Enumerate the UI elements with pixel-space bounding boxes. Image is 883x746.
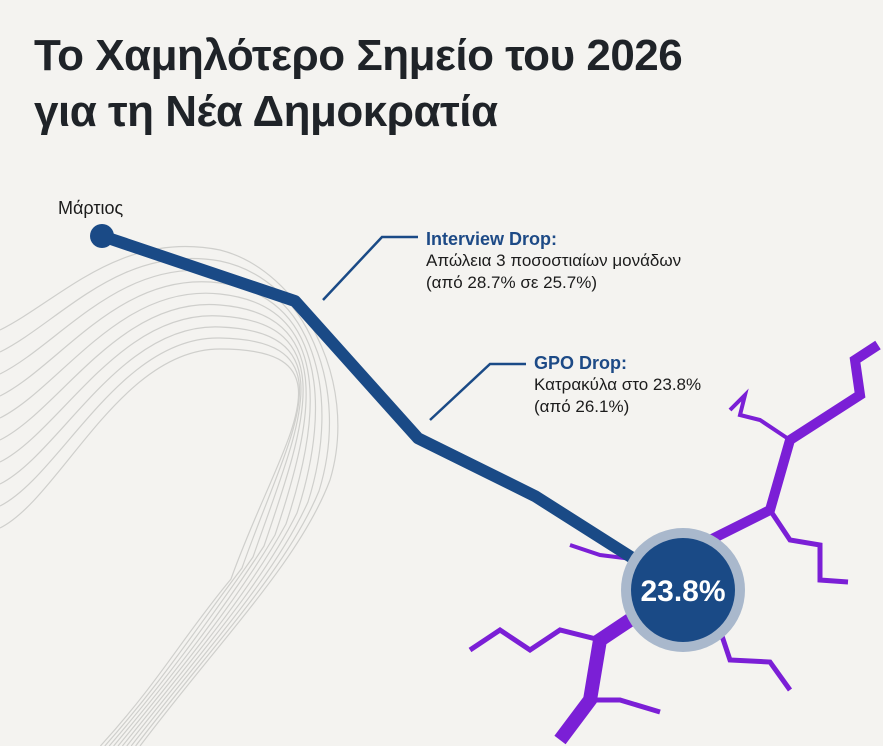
annotation-interview: Interview Drop: Απώλεια 3 ποσοστιαίων μο… <box>426 228 681 294</box>
contour-line <box>0 245 339 746</box>
annotation-heading: GPO Drop: <box>534 353 627 373</box>
contour-line <box>0 292 311 746</box>
contour-line <box>0 337 301 746</box>
series-line <box>96 230 689 596</box>
crack-decoration <box>468 340 881 745</box>
leader-line <box>429 362 526 421</box>
contour-line <box>0 269 323 746</box>
x-tick-label: Μάρτιος <box>58 198 124 218</box>
end-value-label: 23.8% <box>640 575 725 608</box>
crack-line <box>767 508 849 585</box>
title-line-2: για τη Νέα Δημοκρατία <box>34 87 498 136</box>
start-point <box>90 224 114 248</box>
leader-line <box>322 235 418 301</box>
crack-line <box>468 626 601 654</box>
contour-line <box>0 348 300 746</box>
annotation-text: (από 28.7% σε 25.7%) <box>426 273 597 292</box>
annotation-leaders <box>322 235 526 421</box>
contour-line <box>0 326 302 746</box>
contour-line <box>0 315 304 746</box>
end-point <box>631 538 735 642</box>
crack-line <box>717 629 793 692</box>
annotation-gpo: GPO Drop: Κατρακύλα στο 23.8% (από 26.1%… <box>534 352 701 418</box>
contour-line <box>0 257 331 746</box>
annotation-text: (από 26.1%) <box>534 397 630 416</box>
annotation-text: Απώλεια 3 ποσοστιαίων μονάδων <box>426 251 682 270</box>
annotation-text: Κατρακύλα στο 23.8% <box>534 375 702 394</box>
annotation-heading: Interview Drop: <box>426 229 558 249</box>
contour-lines-decoration <box>0 245 339 746</box>
crack-line <box>590 697 661 715</box>
title-line-1: Το Χαμηλότερο Σημείο του 2026 <box>34 31 683 80</box>
crack-line <box>697 340 881 550</box>
crack-line <box>728 388 792 442</box>
contour-line <box>0 304 307 746</box>
chart-title: Το Χαμηλότερο Σημείο του 2026 για τη Νέα… <box>34 28 683 140</box>
crack-line <box>554 614 634 745</box>
contour-line <box>0 281 317 746</box>
